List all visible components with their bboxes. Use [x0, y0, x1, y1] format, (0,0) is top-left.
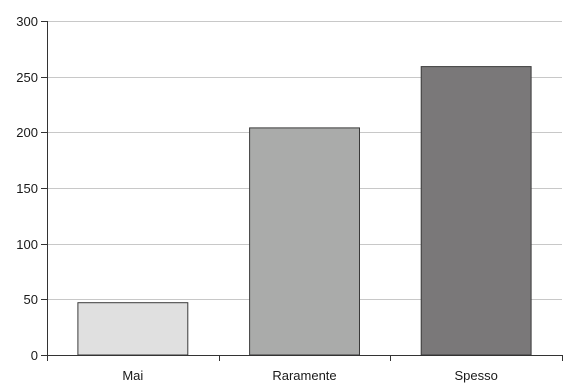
y-tick-label: 50 — [24, 292, 38, 307]
x-category-label: Spesso — [455, 368, 498, 383]
x-axis: Mai Raramente Spesso — [41, 355, 563, 383]
y-tick-label: 300 — [16, 14, 38, 29]
y-tick-label: 200 — [16, 125, 38, 140]
y-tick-label: 250 — [16, 70, 38, 85]
bar-spesso — [420, 66, 532, 356]
y-tick-label: 150 — [16, 181, 38, 196]
y-tick-label: 0 — [31, 348, 38, 363]
y-tick-label: 100 — [16, 237, 38, 252]
bars — [77, 66, 532, 356]
bar-mai — [77, 302, 189, 356]
bar-raramente — [249, 127, 361, 356]
x-category-label: Raramente — [272, 368, 336, 383]
x-category-label: Mai — [122, 368, 143, 383]
y-axis: 0 50 100 150 200 250 300 — [16, 14, 48, 363]
